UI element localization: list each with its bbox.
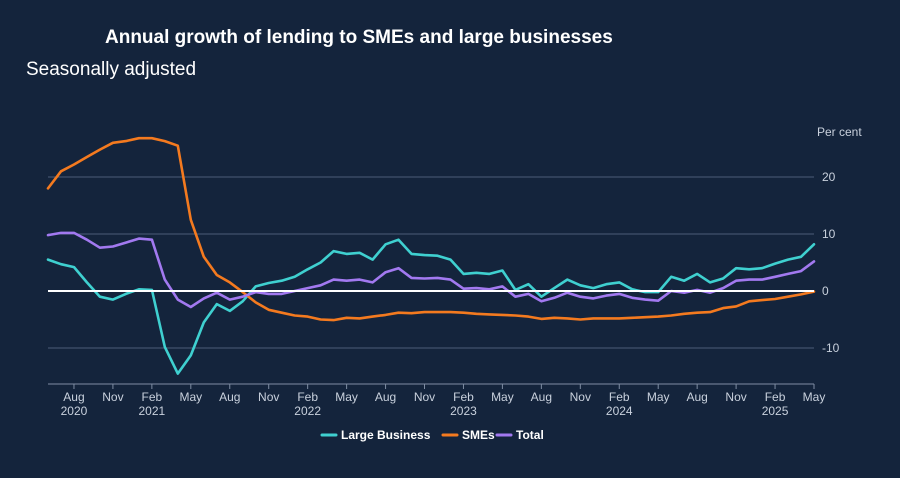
chart-title: Annual growth of lending to SMEs and lar… xyxy=(105,27,613,48)
x-tick-month-label: May xyxy=(491,390,514,404)
y-tick-label: 0 xyxy=(822,284,829,298)
x-tick-month-label: Aug xyxy=(686,390,707,404)
series-line-large-business xyxy=(46,238,816,375)
x-tick-month-label: Nov xyxy=(570,390,591,404)
x-tick-month-label: Feb xyxy=(297,390,318,404)
y-tick-label: -10 xyxy=(822,341,840,355)
series-line-total xyxy=(46,231,816,309)
y-axis-unit-label: Per cent xyxy=(817,125,862,139)
x-tick-year-label: 2022 xyxy=(294,404,321,418)
x-tick-month-label: Nov xyxy=(102,390,123,404)
x-tick-year-label: 2025 xyxy=(762,404,789,418)
x-tick-month-label: Aug xyxy=(63,390,84,404)
legend-item-total[interactable]: Total xyxy=(495,428,544,442)
legend-label: Large Business xyxy=(341,428,431,442)
x-tick-month-label: Feb xyxy=(765,390,786,404)
legend-label: Total xyxy=(516,428,544,442)
x-tick-month-label: Feb xyxy=(142,390,163,404)
x-tick-month-label: Feb xyxy=(453,390,474,404)
x-tick-year-label: 2023 xyxy=(450,404,477,418)
x-tick-month-label: Aug xyxy=(375,390,396,404)
x-tick-month-label: Aug xyxy=(219,390,240,404)
y-tick-label: 20 xyxy=(822,170,836,184)
x-tick-month-label: May xyxy=(803,390,826,404)
x-tick-year-label: 2020 xyxy=(61,404,88,418)
legend-item-large-business[interactable]: Large Business xyxy=(320,428,431,442)
x-tick-month-label: May xyxy=(647,390,670,404)
series-line-smes xyxy=(46,136,816,322)
x-tick-month-label: May xyxy=(179,390,202,404)
legend-label: SMEs xyxy=(462,428,495,442)
legend-item-smes[interactable]: SMEs xyxy=(441,428,495,442)
x-tick-year-label: 2021 xyxy=(139,404,166,418)
x-tick-month-label: Feb xyxy=(609,390,630,404)
x-tick-month-label: Nov xyxy=(414,390,435,404)
chart-subtitle: Seasonally adjusted xyxy=(26,59,197,80)
x-tick-month-label: Nov xyxy=(258,390,279,404)
x-tick-year-label: 2024 xyxy=(606,404,633,418)
x-tick-month-label: May xyxy=(335,390,358,404)
y-tick-label: 10 xyxy=(822,227,836,241)
x-tick-month-label: Aug xyxy=(531,390,552,404)
x-tick-month-label: Nov xyxy=(725,390,746,404)
